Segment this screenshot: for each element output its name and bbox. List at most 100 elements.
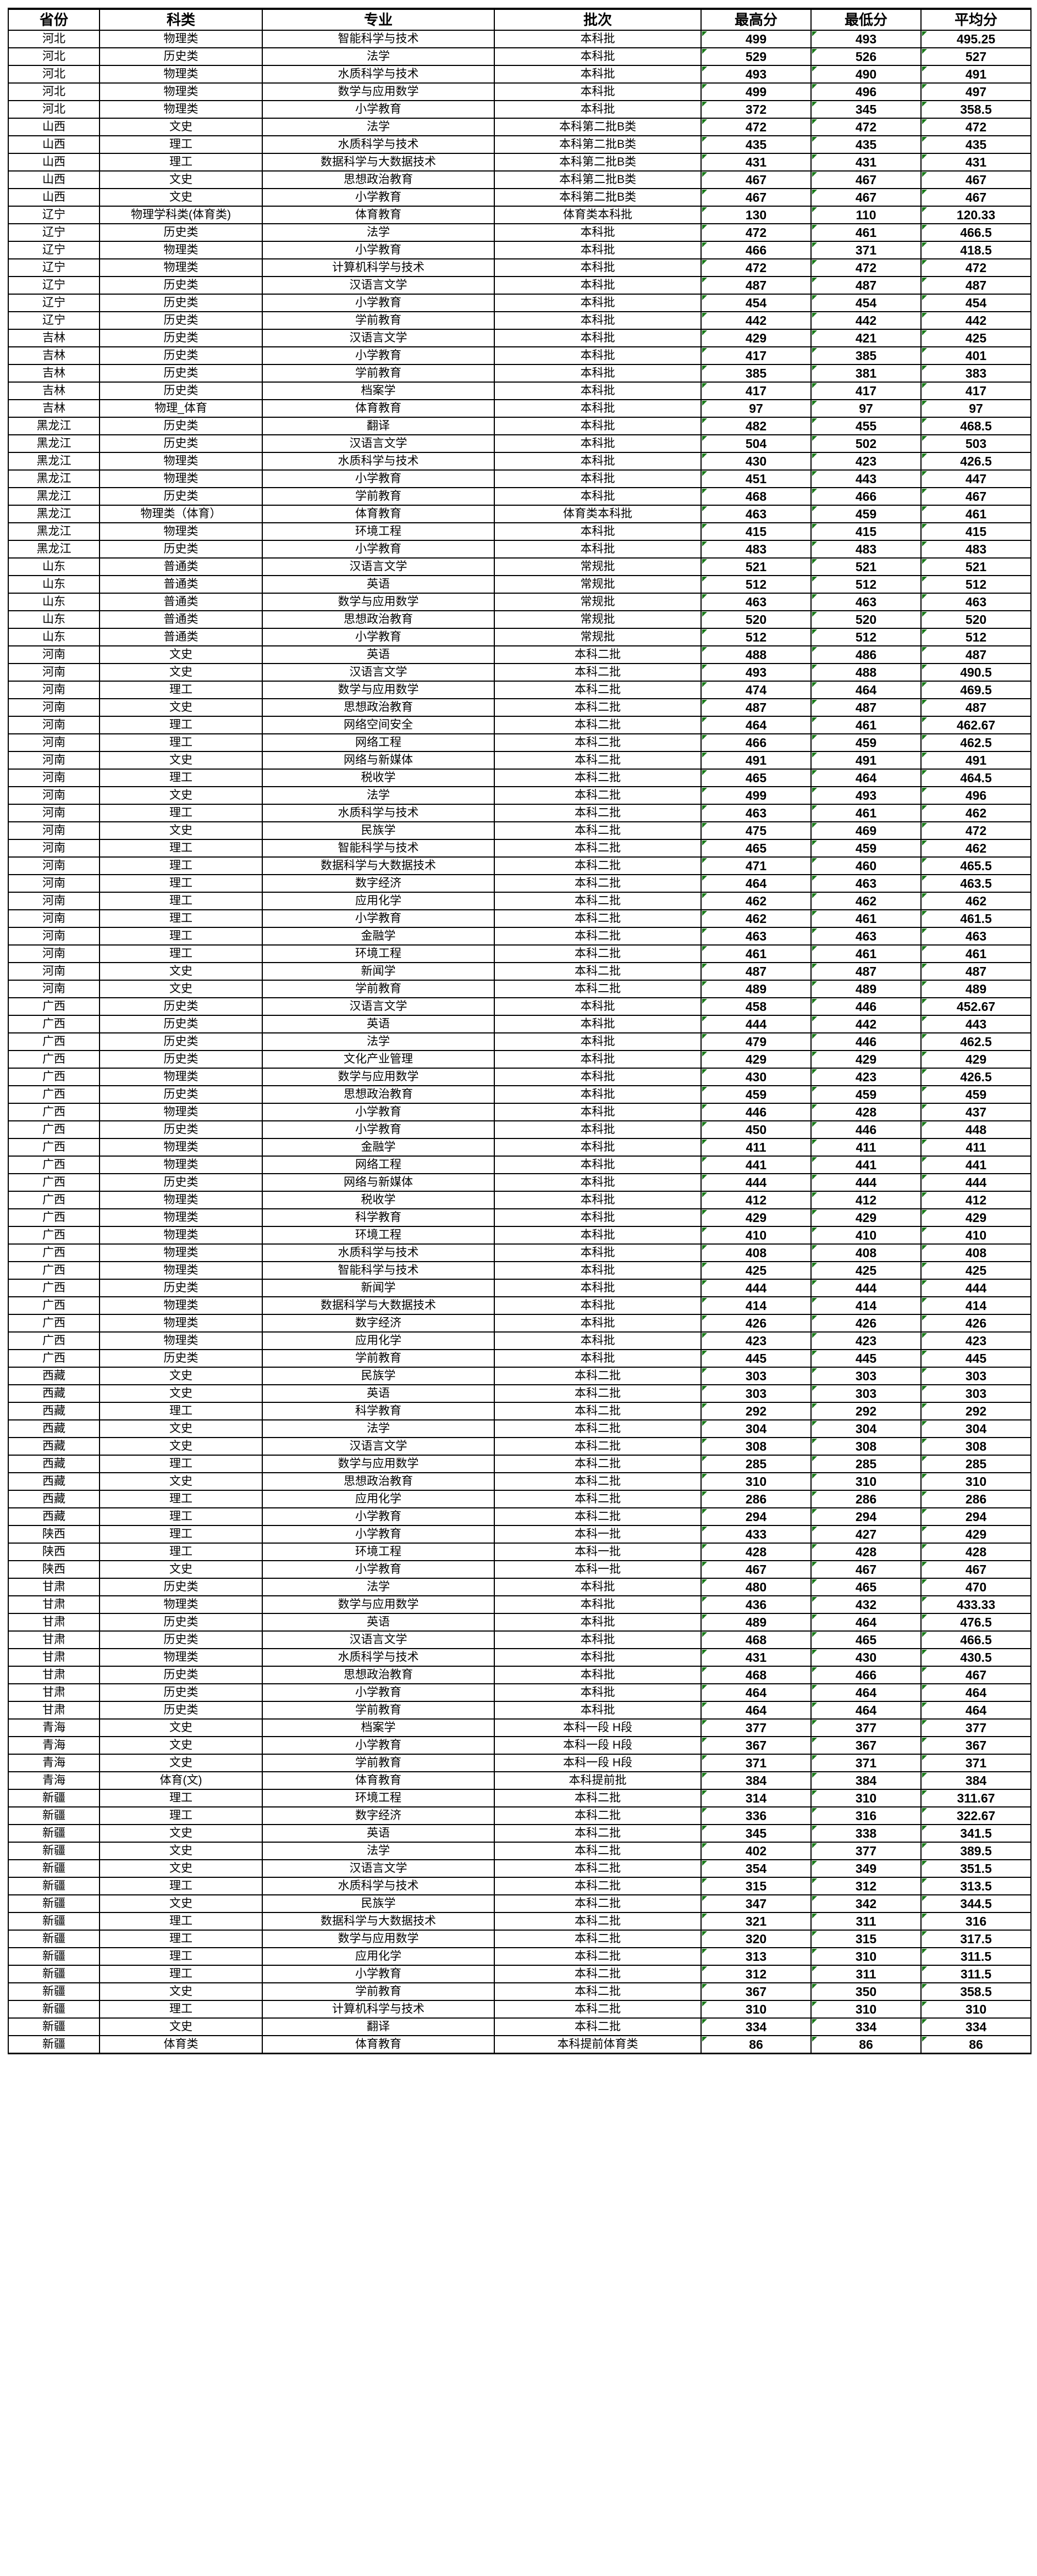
cell-category: 历史类 <box>99 434 263 453</box>
cell-avg: 286 <box>920 1490 1032 1508</box>
cell-min: 465 <box>810 1630 922 1649</box>
cell-province: 河南 <box>8 856 100 875</box>
cell-category: 历史类 <box>99 1666 263 1684</box>
cell-province: 广西 <box>8 1261 100 1280</box>
cell-max: 488 <box>700 645 812 664</box>
cell-province: 新疆 <box>8 1842 100 1860</box>
cell-batch: 本科批 <box>494 1683 702 1702</box>
table-row: 黑龙江 历史类 汉语言文学 本科批 504 502 503 <box>8 434 1032 453</box>
cell-batch: 本科第二批B类 <box>494 170 702 189</box>
cell-province: 甘肃 <box>8 1578 100 1596</box>
col-province: 省份 <box>8 8 100 31</box>
cell-major: 应用化学 <box>262 1331 495 1350</box>
cell-category: 历史类 <box>99 364 263 383</box>
cell-max: 465 <box>700 769 812 787</box>
cell-avg: 461 <box>920 505 1032 523</box>
cell-major: 法学 <box>262 1032 495 1051</box>
cell-category: 物理类 <box>99 1191 263 1209</box>
cell-max: 468 <box>700 487 812 506</box>
cell-province: 山东 <box>8 593 100 611</box>
cell-province: 河南 <box>8 698 100 717</box>
cell-province: 新疆 <box>8 1824 100 1843</box>
cell-province: 陕西 <box>8 1560 100 1579</box>
table-row: 山西 理工 水质科学与技术 本科第二批B类 435 435 435 <box>8 135 1032 154</box>
cell-avg: 316 <box>920 1912 1032 1931</box>
cell-category: 历史类 <box>99 382 263 400</box>
cell-avg: 462 <box>920 892 1032 910</box>
cell-min: 412 <box>810 1191 922 1209</box>
cell-avg: 467 <box>920 188 1032 207</box>
cell-major: 思想政治教育 <box>262 610 495 629</box>
cell-avg: 341.5 <box>920 1824 1032 1843</box>
cell-avg: 425 <box>920 329 1032 347</box>
cell-min: 488 <box>810 663 922 682</box>
cell-avg: 308 <box>920 1437 1032 1456</box>
cell-province: 河南 <box>8 645 100 664</box>
cell-max: 431 <box>700 1648 812 1667</box>
table-row: 河南 文史 法学 本科二批 499 493 496 <box>8 786 1032 805</box>
cell-province: 河北 <box>8 65 100 84</box>
cell-min: 441 <box>810 1156 922 1174</box>
cell-max: 431 <box>700 153 812 172</box>
cell-major: 数学与应用数学 <box>262 1930 495 1948</box>
table-row: 辽宁 历史类 汉语言文学 本科批 487 487 487 <box>8 276 1032 295</box>
cell-major: 新闻学 <box>262 1279 495 1297</box>
cell-max: 321 <box>700 1912 812 1931</box>
cell-category: 文史 <box>99 1894 263 1913</box>
cell-province: 广西 <box>8 1349 100 1368</box>
cell-avg: 423 <box>920 1331 1032 1350</box>
cell-category: 物理类 <box>99 1648 263 1667</box>
cell-avg: 426.5 <box>920 1068 1032 1086</box>
cell-max: 463 <box>700 804 812 822</box>
cell-province: 辽宁 <box>8 311 100 330</box>
table-row: 河南 理工 数据科学与大数据技术 本科二批 471 460 465.5 <box>8 856 1032 875</box>
cell-max: 463 <box>700 593 812 611</box>
cell-avg: 303 <box>920 1367 1032 1385</box>
cell-category: 文史 <box>99 1859 263 1878</box>
cell-avg: 472 <box>920 821 1032 840</box>
cell-max: 308 <box>700 1437 812 1456</box>
cell-min: 472 <box>810 258 922 277</box>
cell-category: 文史 <box>99 1824 263 1843</box>
table-row: 黑龙江 物理类 水质科学与技术 本科批 430 423 426.5 <box>8 452 1032 471</box>
cell-category: 物理类 <box>99 1138 263 1157</box>
cell-category: 物理类 <box>99 100 263 119</box>
cell-min: 459 <box>810 733 922 752</box>
cell-major: 水质科学与技术 <box>262 135 495 154</box>
cell-category: 理工 <box>99 1525 263 1544</box>
cell-batch: 本科二批 <box>494 2000 702 2019</box>
cell-province: 黑龙江 <box>8 434 100 453</box>
cell-category: 理工 <box>99 1965 263 1983</box>
cell-max: 499 <box>700 82 812 101</box>
table-row: 吉林 历史类 汉语言文学 本科批 429 421 425 <box>8 329 1032 347</box>
cell-batch: 本科批 <box>494 1208 702 1227</box>
cell-avg: 462.67 <box>920 716 1032 734</box>
cell-avg: 310 <box>920 1472 1032 1491</box>
cell-avg: 444 <box>920 1173 1032 1192</box>
cell-province: 新疆 <box>8 2000 100 2019</box>
cell-min: 464 <box>810 1683 922 1702</box>
cell-max: 512 <box>700 575 812 594</box>
cell-batch: 本科批 <box>494 1173 702 1192</box>
cell-avg: 304 <box>920 1419 1032 1438</box>
cell-min: 496 <box>810 82 922 101</box>
cell-avg: 512 <box>920 575 1032 594</box>
cell-max: 334 <box>700 2017 812 2036</box>
col-major: 专业 <box>262 8 495 31</box>
cell-avg: 294 <box>920 1507 1032 1526</box>
cell-major: 小学教育 <box>262 294 495 312</box>
cell-major: 数字经济 <box>262 1806 495 1825</box>
cell-major: 英语 <box>262 1015 495 1033</box>
cell-major: 英语 <box>262 645 495 664</box>
cell-batch: 本科二批 <box>494 1824 702 1843</box>
cell-min: 423 <box>810 1331 922 1350</box>
cell-avg: 358.5 <box>920 1982 1032 2001</box>
cell-max: 458 <box>700 997 812 1016</box>
cell-major: 汉语言文学 <box>262 1859 495 1878</box>
cell-avg: 489 <box>920 980 1032 998</box>
table-row: 河南 文史 思想政治教育 本科二批 487 487 487 <box>8 698 1032 717</box>
cell-max: 499 <box>700 30 812 48</box>
cell-major: 网络与新媒体 <box>262 1173 495 1192</box>
cell-province: 河南 <box>8 980 100 998</box>
cell-major: 网络空间安全 <box>262 716 495 734</box>
